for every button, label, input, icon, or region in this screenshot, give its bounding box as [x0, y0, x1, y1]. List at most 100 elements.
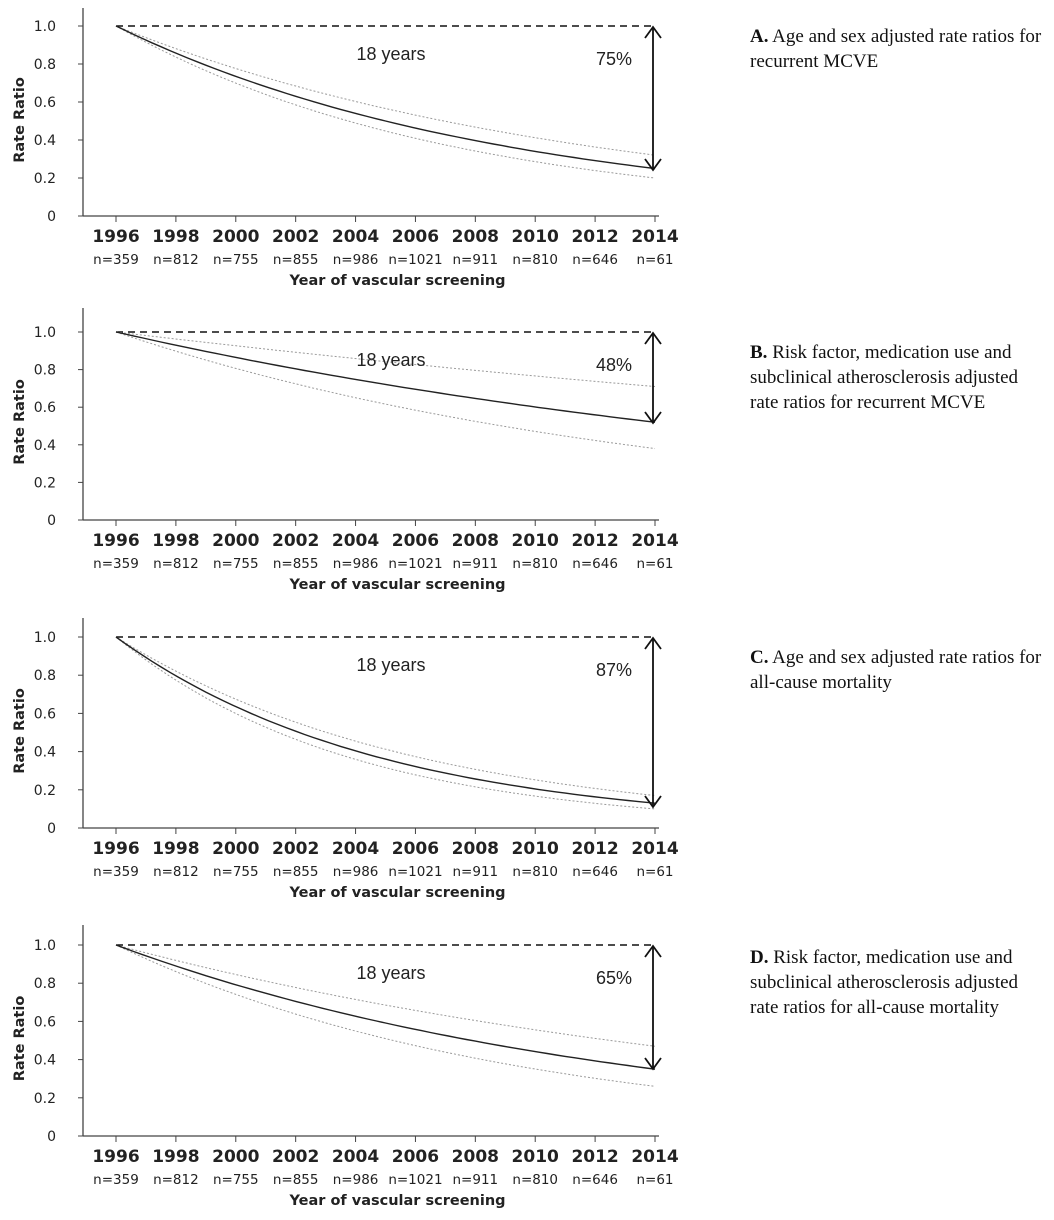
y-axis-title: Rate Ratio [12, 996, 28, 1082]
y-tick-label: 0.8 [34, 976, 56, 992]
reduction-label: 48% [596, 355, 632, 375]
panel-caption-text: Age and sex adjusted rate ratios for rec… [750, 26, 1042, 72]
upper-ci-line [115, 636, 656, 796]
n-label: n=755 [213, 252, 259, 268]
y-tick-label: 0.6 [34, 400, 56, 416]
n-label: n=986 [333, 252, 379, 268]
span-label: 18 years [356, 44, 425, 64]
y-tick-label: 0.4 [34, 1053, 56, 1069]
n-label: n=646 [572, 1172, 618, 1188]
n-label: n=646 [572, 252, 618, 268]
arrow-head-down [644, 411, 662, 425]
panel-b: 1.0 0.8 0.6 0.4 0.2 0 1996 n=359 1998 n=812 2000 n=… [12, 308, 679, 593]
panel-caption-text: Age and sex adjusted rate ratios for all… [750, 647, 1042, 693]
x-axis-title: Year of vascular screening [288, 577, 505, 593]
n-label: n=1021 [388, 864, 442, 880]
x-tick-label: 2012 [571, 227, 618, 247]
y-tick-label: 0 [47, 209, 56, 225]
arrow-head-up [644, 944, 662, 958]
arrow-head-down [644, 795, 662, 809]
n-label: n=810 [512, 1172, 558, 1188]
panel-caption-text: Risk factor, medication use and subclini… [750, 342, 1019, 413]
x-tick-label: 2008 [452, 227, 499, 247]
y-tick-label: 0.2 [34, 783, 56, 799]
reduction-label: 65% [596, 968, 632, 988]
y-tick-label: 1.0 [34, 938, 56, 954]
y-tick-label: 0 [47, 821, 56, 837]
x-tick-label: 1998 [152, 227, 199, 247]
n-label: n=911 [453, 1172, 499, 1188]
y-tick-label: 0.6 [34, 706, 56, 722]
x-tick-label: 2010 [512, 227, 559, 247]
lower-ci-line [115, 331, 656, 450]
panel-caption: C. Age and sex adjusted rate ratios for … [750, 645, 1050, 695]
panel-d: 1.0 0.8 0.6 0.4 0.2 0 1996 n=359 1998 n=812 2000 n=… [12, 925, 679, 1209]
panel-c: 1.0 0.8 0.6 0.4 0.2 0 1996 n=359 1998 n=812 2000 n=… [12, 618, 679, 901]
y-tick-label: 0.8 [34, 57, 56, 73]
y-tick-label: 0.2 [34, 1091, 56, 1107]
upper-ci-line [115, 944, 656, 1047]
x-tick-label: 2000 [212, 839, 259, 859]
x-tick-label: 2008 [452, 531, 499, 551]
n-label: n=61 [636, 556, 673, 572]
arrow-head-down [644, 158, 662, 172]
n-label: n=646 [572, 864, 618, 880]
n-label: n=1021 [388, 1172, 442, 1188]
x-tick-label: 2012 [571, 839, 618, 859]
y-tick-label: 0.8 [34, 668, 56, 684]
panel-letter: B. [750, 342, 768, 363]
x-tick-label: 2014 [631, 531, 678, 551]
arrow-head-up [644, 25, 662, 39]
estimate-line [115, 25, 656, 170]
upper-ci-line [115, 25, 656, 156]
n-label: n=755 [213, 1172, 259, 1188]
n-label: n=812 [153, 556, 199, 572]
n-label: n=812 [153, 1172, 199, 1188]
x-tick-label: 1998 [152, 839, 199, 859]
arrow-head-up [644, 331, 662, 345]
n-label: n=986 [333, 1172, 379, 1188]
x-tick-label: 1996 [92, 531, 139, 551]
x-tick-label: 2004 [332, 227, 379, 247]
arrow-head-up [644, 636, 662, 650]
x-tick-label: 2000 [212, 531, 259, 551]
y-tick-label: 0.4 [34, 438, 56, 454]
x-tick-label: 2008 [452, 839, 499, 859]
x-tick-label: 2000 [212, 227, 259, 247]
n-label: n=911 [453, 556, 499, 572]
n-label: n=855 [273, 1172, 319, 1188]
x-tick-label: 2012 [571, 531, 618, 551]
n-label: n=1021 [388, 252, 442, 268]
y-tick-label: 0.4 [34, 133, 56, 149]
x-tick-label: 2006 [392, 839, 439, 859]
panel-a: 1.0 0.8 0.6 0.4 0.2 0 1996 n=359 1998 n=812 2000 n=… [12, 8, 679, 289]
x-tick-label: 2004 [332, 1147, 379, 1167]
n-label: n=855 [273, 556, 319, 572]
x-tick-label: 2006 [392, 1147, 439, 1167]
n-label: n=359 [93, 556, 139, 572]
span-label: 18 years [356, 963, 425, 983]
x-tick-label: 2002 [272, 531, 319, 551]
n-label: n=646 [572, 556, 618, 572]
x-tick-label: 1998 [152, 1147, 199, 1167]
estimate-line [115, 636, 656, 804]
reduction-label: 87% [596, 660, 632, 680]
x-tick-label: 1996 [92, 839, 139, 859]
y-axis-title: Rate Ratio [12, 77, 28, 163]
y-tick-label: 0.2 [34, 475, 56, 491]
x-tick-label: 2006 [392, 531, 439, 551]
x-tick-label: 2010 [512, 531, 559, 551]
x-tick-label: 2014 [631, 1147, 678, 1167]
y-tick-label: 1.0 [34, 630, 56, 646]
y-tick-label: 0.4 [34, 745, 56, 761]
n-label: n=61 [636, 252, 673, 268]
x-tick-label: 2010 [512, 839, 559, 859]
x-tick-label: 1996 [92, 1147, 139, 1167]
x-tick-label: 2012 [571, 1147, 618, 1167]
n-label: n=755 [213, 556, 259, 572]
y-tick-label: 1.0 [34, 19, 56, 35]
n-label: n=911 [453, 252, 499, 268]
span-label: 18 years [356, 350, 425, 370]
x-tick-label: 2002 [272, 839, 319, 859]
